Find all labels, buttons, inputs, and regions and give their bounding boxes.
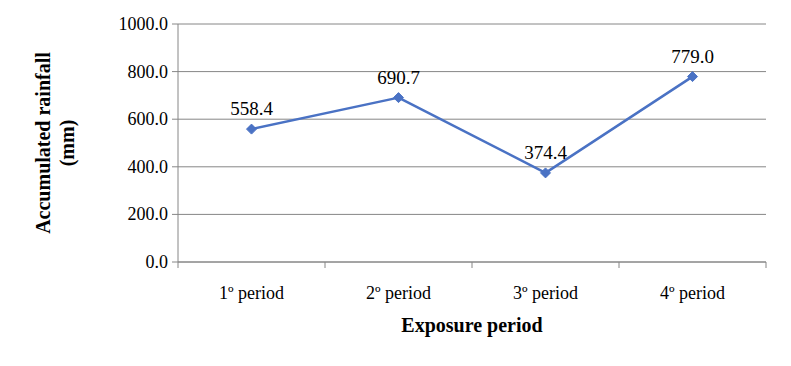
grid-line	[178, 24, 766, 25]
y-tick	[172, 24, 178, 25]
series-group	[247, 72, 698, 178]
data-label: 374.4	[524, 142, 567, 163]
data-label: 558.4	[230, 98, 273, 119]
x-tick	[325, 262, 326, 268]
x-tick-label: 4º period	[660, 283, 725, 303]
marker	[394, 93, 404, 103]
y-tick	[172, 71, 178, 72]
x-tick	[766, 262, 767, 268]
data-label: 779.0	[671, 46, 714, 67]
y-tick-label: 0.0	[146, 252, 169, 272]
x-tick	[178, 262, 179, 268]
y-tick-label: 400.0	[128, 157, 169, 177]
x-tick	[472, 262, 473, 268]
y-axis-title: Accumulated rainfall(mm)	[32, 52, 79, 234]
y-axis-title-line: Accumulated rainfall	[32, 52, 54, 234]
grid-line	[178, 166, 766, 167]
data-label: 690.7	[377, 67, 420, 88]
grid-line	[178, 71, 766, 72]
y-tick-label: 1000.0	[119, 14, 169, 34]
y-tick	[172, 166, 178, 167]
y-tick	[172, 119, 178, 120]
y-axis	[178, 24, 179, 262]
x-axis-title: Exposure period	[401, 314, 542, 337]
y-tick	[172, 214, 178, 215]
marker	[247, 124, 257, 134]
marker	[688, 72, 698, 82]
y-tick-label: 600.0	[128, 109, 169, 129]
x-tick	[619, 262, 620, 268]
grid-line	[178, 214, 766, 215]
y-tick	[172, 262, 178, 263]
x-tick-label: 1º period	[219, 283, 284, 303]
series-line	[252, 77, 693, 173]
chart: 0.0 200.0 400.0 600.0 800.0 1000.0 1º period 2º…	[0, 0, 791, 366]
x-tick-label: 3º period	[513, 283, 578, 303]
marker	[541, 168, 551, 178]
y-axis-title-line: (mm)	[56, 120, 79, 167]
y-tick-label: 200.0	[128, 204, 169, 224]
x-tick-label: 2º period	[366, 283, 431, 303]
y-tick-label: 800.0	[128, 62, 169, 82]
